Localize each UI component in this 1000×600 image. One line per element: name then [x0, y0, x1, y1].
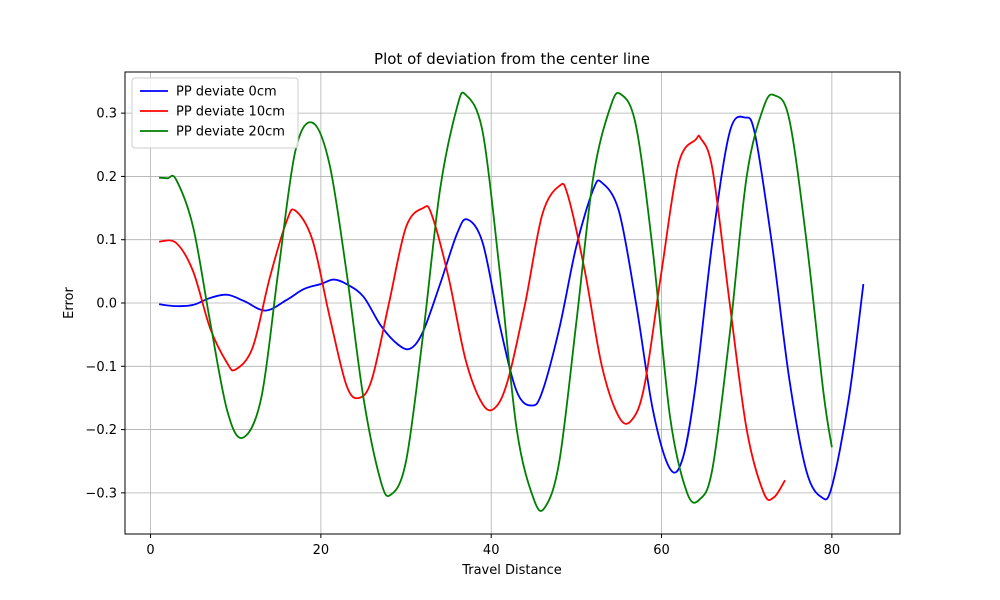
y-tick-label: −0.3	[85, 486, 117, 501]
series-lines	[158, 91, 865, 512]
y-tick-label: −0.2	[85, 423, 117, 438]
x-tick-label: 80	[824, 543, 841, 558]
axis-ticks: 0 20 40 60 80 −0.3 −0.2 −0.1 0.0 0.1 0.2 0.3	[85, 107, 840, 558]
y-tick-label: 0.3	[96, 107, 117, 122]
series-line-pp-deviate-10cm	[159, 134, 786, 501]
legend: PP deviate 0cm PP deviate 10cm PP deviate …	[131, 77, 299, 149]
x-tick-label: 0	[146, 543, 154, 558]
x-tick-label: 40	[483, 543, 500, 558]
legend-label-pp-deviate-10cm: PP deviate 10cm	[176, 105, 285, 120]
series-line-pp-deviate-0cm	[158, 115, 865, 501]
y-tick-label: 0.0	[96, 297, 117, 312]
y-tick-label: 0.1	[96, 233, 117, 248]
legend-label-pp-deviate-0cm: PP deviate 0cm	[176, 85, 277, 100]
legend-label-pp-deviate-20cm: PP deviate 20cm	[176, 125, 285, 140]
chart-title: Plot of deviation from the center line	[374, 50, 650, 68]
y-axis-label: Error	[62, 287, 77, 319]
y-tick-label: −0.1	[85, 360, 117, 375]
x-tick-label: 20	[313, 543, 330, 558]
x-axis-label: Travel Distance	[461, 563, 562, 578]
y-tick-label: 0.2	[96, 170, 117, 185]
series-line-pp-deviate-20cm	[159, 91, 833, 512]
legend-box	[131, 77, 299, 149]
x-tick-label: 60	[653, 543, 670, 558]
